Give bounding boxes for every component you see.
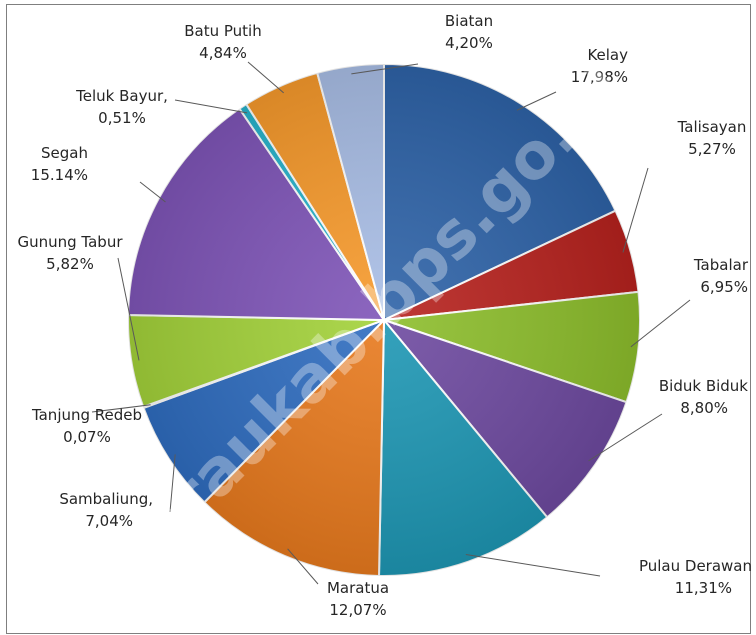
data-label-value: 4,84% [199,44,247,62]
data-label-value: 7,04% [85,512,133,530]
data-label-value: 8,80% [680,399,728,417]
leader-line [174,99,248,114]
data-label-value: 6,95% [700,278,748,296]
data-label-name: Tanjung Redeb [31,406,142,424]
leader-line [117,257,140,361]
data-label-value: 12,07% [329,601,386,619]
data-label-name: Kelay [587,46,628,64]
data-label-value: 11,31% [675,579,732,597]
data-label-value: 5,82% [46,255,94,273]
data-label-value: 0,51% [98,109,146,127]
leader-line [465,553,601,577]
data-label-name: Gunung Tabur [17,233,123,251]
leader-line [351,63,419,75]
data-label-name: Sambaliung, [59,490,153,508]
data-label-value: 0,07% [63,428,111,446]
pie-shading [128,64,640,576]
leader-line [247,61,284,94]
data-label-value: 5,27% [688,140,736,158]
data-label-name: Teluk Bayur, [75,87,168,105]
leader-line [588,413,663,462]
chart-border [6,4,751,634]
data-label-name: Talisayan [677,118,747,136]
data-label-name: Pulau Derawan [639,557,752,575]
data-label-name: Biatan [445,12,493,30]
data-label-name: Tabalar [693,256,749,274]
leader-line [91,404,151,413]
leader-line [516,91,557,111]
data-label-value: 17,98% [571,68,628,86]
data-label-name: Batu Putih [184,22,261,40]
data-label-value: 4,20% [445,34,493,52]
data-label-name: Segah [41,144,88,162]
data-label-name: Maratua [327,579,389,597]
leader-line [287,548,319,585]
data-label-value: 15.14% [31,166,88,184]
data-label-name: Biduk Biduk [659,377,748,395]
leader-line [622,167,649,253]
leader-line [630,299,691,348]
leader-line [139,181,166,203]
leader-line [169,454,176,513]
